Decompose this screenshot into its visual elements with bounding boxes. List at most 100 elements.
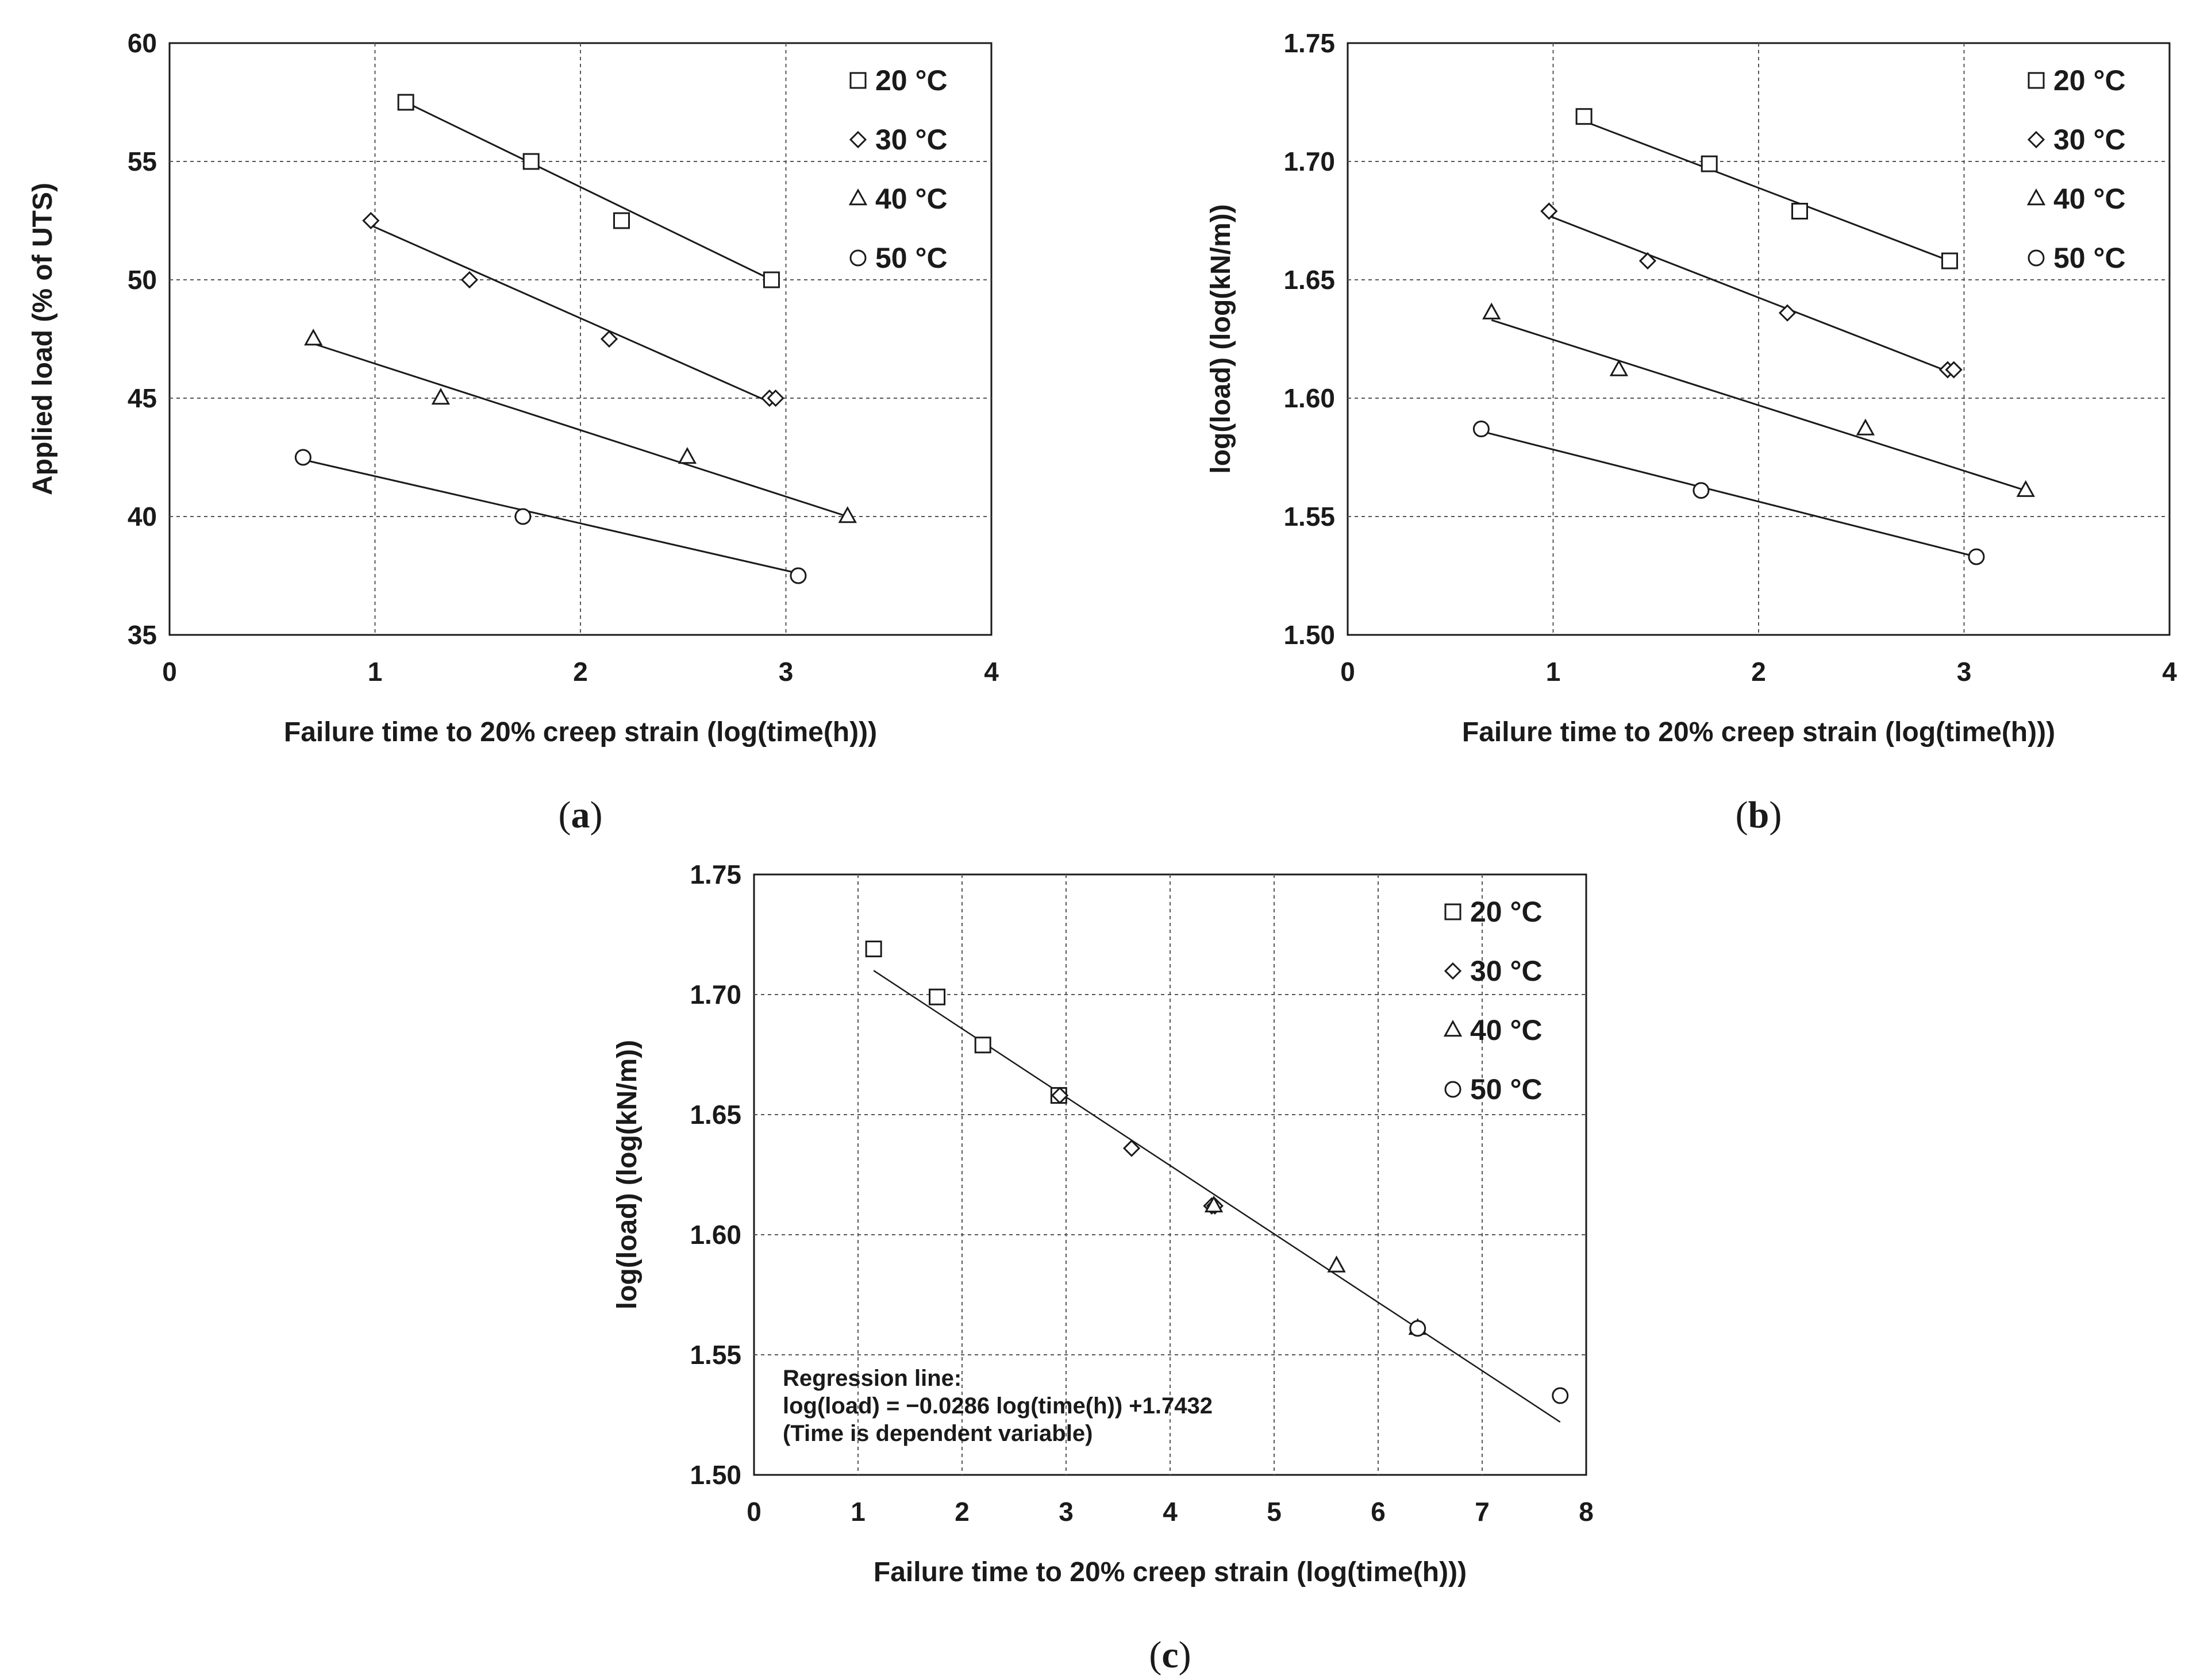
data-point-triangle (2016, 480, 2035, 497)
legend-marker-triangle (848, 188, 868, 206)
panel-label-paren: ( (1736, 794, 1748, 836)
data-point-square (974, 1036, 991, 1054)
legend-marker-square (2028, 72, 2045, 89)
y-tick-label: 60 (128, 28, 157, 58)
legend-marker-diamond (1444, 962, 1462, 980)
data-point-circle (1968, 548, 1985, 565)
legend-label: 50 °C (1470, 1073, 1543, 1105)
data-point-circle (294, 449, 311, 466)
x-tick-label: 2 (955, 1497, 970, 1527)
plot-area (168, 42, 993, 636)
data-point-triangle (1204, 1195, 1224, 1213)
chart-panel-a: 35 40 45 50 55 60 0 1 2 3 4 Failure time to 20% cre… (28, 28, 999, 836)
legend-marker-square (849, 72, 867, 89)
x-tick-label: 3 (1957, 657, 1972, 687)
y-tick-label: 45 (128, 383, 157, 413)
legend-marker-circle (1444, 1081, 1461, 1098)
x-tick-label: 3 (1059, 1497, 1074, 1527)
fit-line (1481, 430, 1977, 558)
data-point-square (1941, 252, 1958, 269)
fit-line (405, 101, 772, 281)
data-point-triangle (1856, 418, 1875, 436)
data-point-diamond (362, 211, 380, 230)
y-tick-label: 1.50 (1283, 620, 1335, 650)
data-point-diamond (767, 389, 784, 407)
x-tick-label: 1 (851, 1497, 866, 1527)
plot-area (753, 873, 1587, 1476)
legend-marker-circle (2028, 249, 2045, 267)
legend-label: 30 °C (2053, 124, 2126, 156)
data-point-square (397, 94, 414, 111)
y-axis-label: Applied load (% of UTS) (28, 183, 58, 495)
data-point-triangle (1327, 1255, 1346, 1273)
plot-area (1347, 42, 2171, 636)
data-point-square (1701, 155, 1718, 172)
panel-label-letter: a (571, 794, 590, 836)
y-tick-label: 55 (128, 147, 157, 176)
data-point-circle (1409, 1320, 1426, 1337)
legend-label: 40 °C (875, 183, 948, 215)
y-tick-label: 1.65 (690, 1100, 741, 1130)
data-point-square (522, 153, 540, 170)
y-tick-label: 1.55 (1283, 502, 1335, 531)
data-point-circle (1693, 482, 1710, 499)
legend-label: 50 °C (875, 242, 948, 274)
data-point-diamond (1638, 252, 1657, 270)
legend-marker-circle (849, 249, 867, 267)
legend-label: 40 °C (1470, 1014, 1543, 1046)
panel-label-letter: c (1161, 1634, 1178, 1676)
y-tick-label: 1.70 (1283, 147, 1335, 176)
data-point-triangle (304, 328, 323, 346)
chart-panel-b: 1.50 1.55 1.60 1.65 1.70 1.75 0 1 2 3 4 Failure tim… (1206, 28, 2177, 836)
x-tick-label: 0 (162, 657, 177, 687)
panel-label: (b) (1736, 794, 1782, 836)
annotation-line: log(load) = −0.0286 log(time(h)) +1.7432 (783, 1393, 1213, 1419)
x-axis-label: Failure time to 20% creep strain (log(ti… (874, 1557, 1467, 1587)
data-point-diamond (600, 330, 618, 348)
x-tick-label: 0 (1340, 657, 1355, 687)
x-axis-label: Failure time to 20% creep strain (log(ti… (1462, 717, 2055, 747)
legend-marker-triangle (2026, 188, 2046, 206)
annotation-line: Regression line: (783, 1366, 961, 1391)
y-tick-label: 1.75 (690, 860, 741, 889)
x-tick-label: 8 (1579, 1497, 1594, 1527)
legend-marker-square (1444, 903, 1461, 920)
data-point-diamond (1051, 1086, 1069, 1104)
panel-label-paren: ( (559, 794, 571, 836)
fit-line (303, 458, 799, 575)
y-tick-label: 1.75 (1283, 28, 1335, 58)
x-tick-label: 5 (1267, 1497, 1282, 1527)
data-point-square (865, 941, 882, 958)
x-tick-label: 7 (1475, 1497, 1490, 1527)
data-point-triangle (1482, 302, 1501, 319)
legend-label: 20 °C (875, 64, 948, 97)
data-point-circle (514, 508, 532, 525)
y-tick-label: 35 (128, 620, 157, 650)
y-tick-label: 1.65 (1283, 265, 1335, 295)
chart-panel-c: 1.50 1.55 1.60 1.65 1.70 1.75 0 1 2 3 4 5 6 7 8 Failure… (612, 860, 1594, 1676)
data-point-square (613, 212, 630, 229)
x-tick-label: 4 (1163, 1497, 1178, 1527)
legend-marker-diamond (849, 130, 867, 149)
x-tick-label: 1 (1546, 657, 1561, 687)
data-point-diamond (460, 271, 479, 289)
panel-label: (c) (1149, 1634, 1191, 1676)
data-point-diamond (1945, 361, 1963, 379)
data-point-square (929, 988, 946, 1005)
data-point-square (1791, 203, 1808, 220)
fit-line (1491, 319, 2026, 492)
legend-label: 30 °C (1470, 955, 1543, 987)
data-point-circle (1472, 421, 1490, 438)
data-point-diamond (1122, 1139, 1141, 1157)
y-tick-label: 1.55 (690, 1340, 741, 1370)
y-tick-label: 1.60 (690, 1220, 741, 1250)
data-point-square (1575, 108, 1593, 125)
y-axis-label: log(load) (log(kN/m)) (612, 1040, 643, 1309)
y-axis-label: log(load) (log(kN/m)) (1206, 204, 1236, 473)
legend-label: 30 °C (875, 124, 948, 156)
panel-label-paren: ) (1179, 1634, 1191, 1676)
legend-label: 20 °C (2053, 64, 2126, 97)
fit-line (1548, 215, 1951, 373)
data-point-diamond (1540, 202, 1558, 220)
